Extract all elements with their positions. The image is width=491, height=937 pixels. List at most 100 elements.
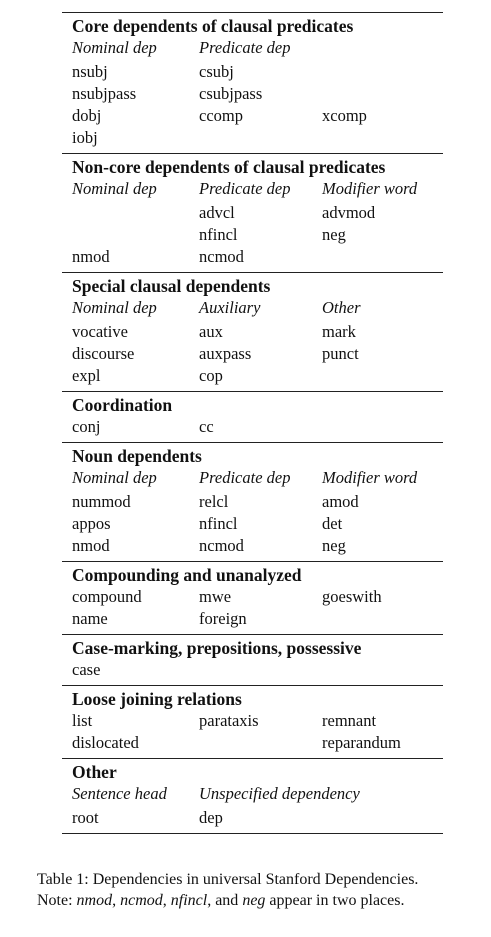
relation-cell: conj xyxy=(72,417,101,436)
relation-cell: name xyxy=(72,609,108,628)
relation-cell xyxy=(322,659,453,681)
relation-cell xyxy=(199,659,322,681)
relation-cell: nsubjpass xyxy=(72,84,137,103)
relation-cell: xcomp xyxy=(322,106,367,125)
relation-cell: dobj xyxy=(72,106,102,125)
relation-cell: advmod xyxy=(322,203,376,222)
relation-cell xyxy=(72,224,199,246)
subheader-cell: Nominal dep xyxy=(72,38,157,57)
subheader-row: Nominal dep Predicate dep xyxy=(72,37,443,59)
relation-cell xyxy=(322,807,453,829)
relation-cell: compound xyxy=(72,587,142,606)
table-caption: Table 1: Dependencies in universal Stanf… xyxy=(37,869,487,911)
table-row: dobj ccomp xcomp xyxy=(72,105,443,127)
section-heading: Other xyxy=(72,762,117,782)
relation-cell: foreign xyxy=(199,609,247,628)
relation-cell: root xyxy=(72,808,99,827)
section-heading: Non-core dependents of clausal predicate… xyxy=(72,157,386,177)
caption-line-1: Table 1: Dependencies in universal Stanf… xyxy=(37,871,419,888)
subheader-row: Nominal dep Auxiliary Other xyxy=(72,297,443,319)
relation-cell: advcl xyxy=(199,203,235,222)
subheader-cell: Predicate dep xyxy=(199,38,291,57)
section-heading: Core dependents of clausal predicates xyxy=(72,16,354,36)
table-section: Case-marking, prepositions, possessive ca… xyxy=(62,634,443,685)
subheader-cell xyxy=(322,783,453,805)
table-row: nmod ncmod xyxy=(72,246,443,268)
relation-cell: discourse xyxy=(72,344,135,363)
caption-separator: , xyxy=(112,892,121,909)
subheader-cell: Unspecified dependency xyxy=(199,784,360,803)
relation-cell: list xyxy=(72,711,93,730)
relation-cell xyxy=(322,365,453,387)
relation-cell: reparandum xyxy=(322,733,401,752)
caption-line-2: Note: nmod, ncmod, nfincl, and neg appea… xyxy=(37,890,487,911)
subheader-cell: Nominal dep xyxy=(72,179,157,198)
relation-cell: case xyxy=(72,660,101,679)
relation-cell: neg xyxy=(322,225,346,244)
caption-note-prefix: Note: xyxy=(37,892,77,909)
table-section: Other Sentence head Unspecified dependency… xyxy=(62,758,443,834)
relation-cell xyxy=(322,246,453,268)
relation-cell: aux xyxy=(199,322,223,341)
relation-cell: ncmod xyxy=(199,247,244,266)
table-row: nfincl neg xyxy=(72,224,443,246)
section-heading: Special clausal dependents xyxy=(72,276,271,296)
subheader-row: Nominal dep Predicate dep Modifier word xyxy=(72,467,443,489)
table-row: nummod relcl amod xyxy=(72,491,443,513)
table-section: Core dependents of clausal predicates Nom… xyxy=(62,12,443,153)
relation-cell: nfincl xyxy=(199,514,238,533)
relation-cell: goeswith xyxy=(322,587,382,606)
table-row: nmod ncmod neg xyxy=(72,535,443,557)
caption-separator: , xyxy=(162,892,171,909)
table-section: Noun dependents Nominal dep Predicate dep M… xyxy=(62,442,443,561)
relation-cell: amod xyxy=(322,492,359,511)
relation-cell xyxy=(199,127,322,149)
relation-cell: ncmod xyxy=(199,536,244,555)
relation-cell: nfincl xyxy=(199,225,238,244)
relation-cell: nmod xyxy=(72,247,110,266)
relation-cell: nummod xyxy=(72,492,131,511)
table-row: dislocated reparandum xyxy=(72,732,443,754)
section-heading: Case-marking, prepositions, possessive xyxy=(72,638,362,658)
section-heading: Noun dependents xyxy=(72,446,202,466)
relation-cell: mwe xyxy=(199,587,232,606)
relation-cell: neg xyxy=(322,536,346,555)
subheader-cell: Nominal dep xyxy=(72,468,157,487)
relation-cell: expl xyxy=(72,366,101,385)
relation-cell: dep xyxy=(199,808,223,827)
caption-term: nmod xyxy=(76,892,113,909)
relation-cell xyxy=(322,608,453,630)
table-row: appos nfincl det xyxy=(72,513,443,535)
table-row: vocative aux mark xyxy=(72,321,443,343)
table-row: iobj xyxy=(72,127,443,149)
relation-cell: remnant xyxy=(322,711,377,730)
table-row: case xyxy=(72,659,443,681)
table-row: list parataxis remnant xyxy=(72,710,443,732)
relation-cell xyxy=(322,127,453,149)
relation-cell: csubj xyxy=(199,62,234,81)
table-row: discourse auxpass punct xyxy=(72,343,443,365)
relation-cell: punct xyxy=(322,344,359,363)
relation-cell: auxpass xyxy=(199,344,252,363)
dependency-table: Core dependents of clausal predicates Nom… xyxy=(62,12,443,834)
caption-term: ncmod xyxy=(120,892,163,909)
subheader-cell: Other xyxy=(322,298,361,317)
relation-cell: parataxis xyxy=(199,711,259,730)
table-row: nsubjpass csubjpass xyxy=(72,83,443,105)
caption-term: neg xyxy=(242,892,266,909)
relation-cell: nsubj xyxy=(72,62,108,81)
table-row: expl cop xyxy=(72,365,443,387)
relation-cell: det xyxy=(322,514,343,533)
relation-cell: dislocated xyxy=(72,733,139,752)
table-section: Special clausal dependents Nominal dep Aux… xyxy=(62,272,443,391)
relation-cell: iobj xyxy=(72,128,98,147)
section-heading: Coordination xyxy=(72,395,173,415)
relation-cell: cc xyxy=(199,417,214,436)
subheader-cell: Nominal dep xyxy=(72,298,157,317)
section-heading: Compounding and unanalyzed xyxy=(72,565,302,585)
table-section: Loose joining relations list parataxis remn… xyxy=(62,685,443,758)
relation-cell xyxy=(322,416,453,438)
relation-cell xyxy=(322,61,453,83)
caption-note-suffix: appear in two places. xyxy=(265,892,405,909)
table-row: compound mwe goeswith xyxy=(72,586,443,608)
